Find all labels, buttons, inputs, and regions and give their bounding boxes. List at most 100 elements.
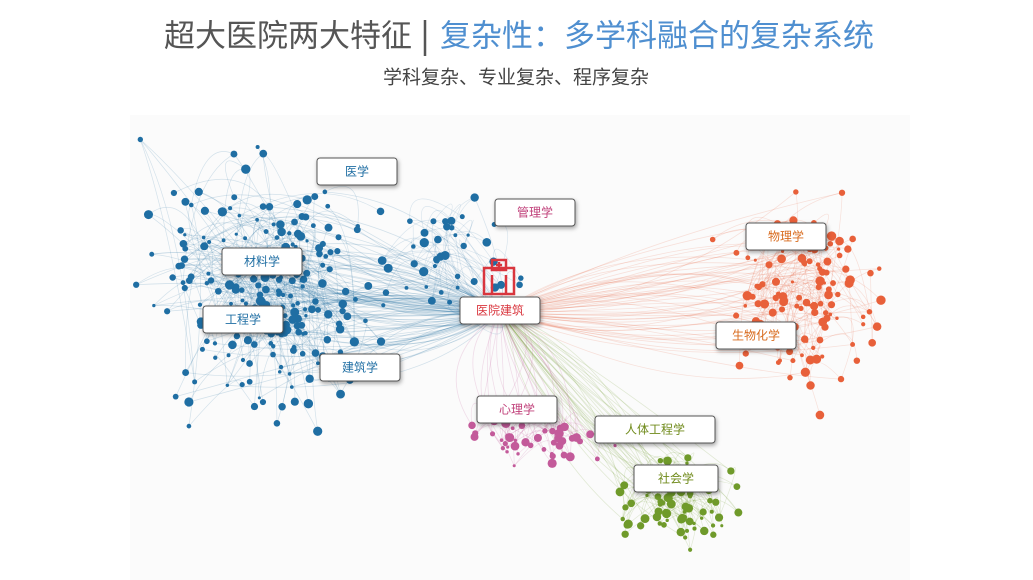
link [818,281,878,327]
node-dot [268,341,274,346]
node-dot [615,487,625,497]
node-dot [760,299,770,309]
node-dot [549,453,556,460]
node-dot [513,438,518,443]
link [184,258,501,313]
link [185,334,216,373]
node-dot [835,316,839,320]
node-dot [420,228,429,237]
node-dot [620,481,629,490]
link [279,285,369,373]
node-dot [326,266,333,273]
link [136,282,501,313]
node-dot [310,223,316,229]
link [798,280,821,304]
node-dot [710,523,716,528]
node-dot [281,320,290,329]
node-dot [560,422,569,432]
link [278,270,346,292]
node-dot [302,195,312,205]
link [414,255,501,313]
link [735,311,817,360]
node-dot [419,238,429,248]
node-dot [327,249,334,256]
node-dot [320,262,326,268]
node-dot [823,257,832,266]
node-dot [274,235,280,240]
node-dot [861,322,866,327]
node-dot [305,239,309,243]
link [499,192,843,313]
link [214,354,255,407]
link [499,272,827,320]
label-text: 社会学 [658,471,694,486]
node-dot [315,307,322,313]
node-dot [844,278,854,288]
node-dot [815,284,822,291]
node-dot [447,216,456,225]
link [263,206,501,313]
link [784,255,810,301]
node-dot [692,526,697,531]
link [184,234,501,313]
node-dot [192,379,198,385]
node-dot [338,299,348,309]
node-dot [759,281,766,288]
node-dot [837,375,845,383]
link [836,316,854,380]
node-dot [815,276,825,286]
node-dot [640,514,650,523]
node-dot [249,275,258,283]
link [285,214,314,248]
link [499,311,553,455]
node-dot [621,530,629,538]
node-dot [707,497,713,504]
link [805,345,821,373]
link [784,280,807,342]
link [148,206,205,247]
link [306,199,501,313]
title-highlight: 复杂性：多学科融合的复杂系统 [440,19,874,55]
node-dot [754,283,760,289]
node-dot [742,350,749,357]
link [180,229,501,313]
link [499,311,853,353]
node-dot [335,234,342,241]
node-dot [684,528,689,533]
title: 超大医院两大特征 [164,19,412,55]
node-dot [276,220,285,229]
link [463,220,474,247]
link [499,311,655,486]
node-dot [824,290,833,300]
link [181,224,267,266]
link [203,217,339,238]
link [184,212,306,260]
node-dot [270,351,276,358]
link [499,268,880,313]
node-dot [543,429,547,433]
node-dot [419,266,429,277]
label-text: 医院建筑 [476,303,524,318]
link [499,311,626,508]
node-dot [815,410,825,420]
node-dot [229,301,233,306]
node-dot [780,249,785,254]
link [755,258,838,319]
node-dot [288,293,294,299]
node-dot [180,255,189,263]
node-dot [835,291,841,298]
node-dot [312,298,319,305]
node-dot [194,187,203,196]
node-dot [434,235,442,244]
node-dot [376,337,386,346]
node-dot [867,269,874,277]
node-dot [303,269,311,277]
link [381,254,501,313]
node-dot [335,320,343,328]
node-dot [636,522,645,530]
node-dot [683,535,688,540]
node-dot [303,399,314,409]
link [184,222,278,249]
node-dot [311,349,320,357]
node-dot [685,517,694,526]
